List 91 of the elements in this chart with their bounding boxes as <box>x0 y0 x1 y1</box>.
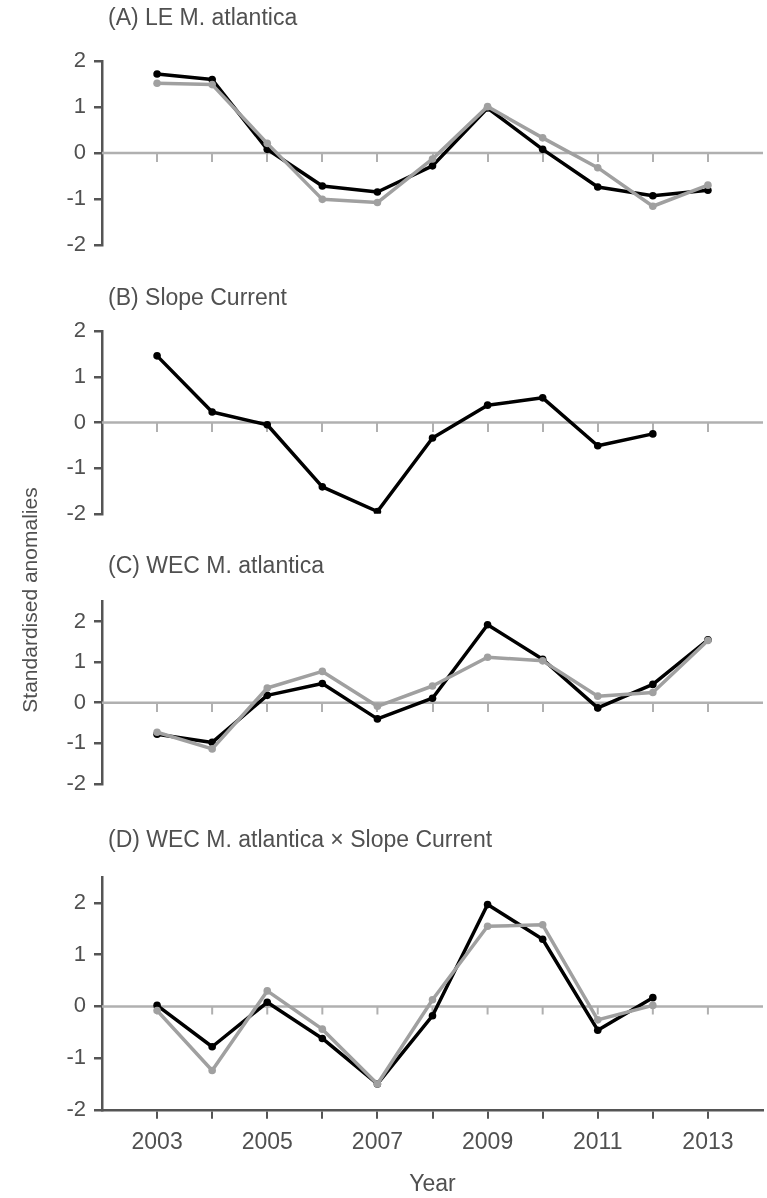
point <box>153 352 161 360</box>
x-axis-title: Year <box>409 1169 457 1196</box>
y-tick-label: 0 <box>73 139 86 165</box>
y-tick-label: -2 <box>66 1095 86 1121</box>
chart-title: (B) Slope Current <box>108 284 287 311</box>
point <box>263 998 272 1007</box>
x-tick-label: 2003 <box>131 1127 183 1154</box>
point <box>649 680 657 689</box>
point <box>318 195 327 204</box>
point <box>318 483 327 491</box>
point <box>538 935 547 944</box>
y-axis-title: Standardised anomalies <box>18 487 42 713</box>
point <box>208 745 216 753</box>
point <box>483 401 492 409</box>
y-tick-label: 1 <box>73 93 86 119</box>
point <box>263 420 272 429</box>
point <box>373 715 382 723</box>
point <box>483 922 492 931</box>
x-tick-label: 2005 <box>241 1127 293 1154</box>
point <box>208 80 216 89</box>
point <box>593 692 602 700</box>
point <box>538 394 547 402</box>
y-tick-label: 1 <box>73 940 86 966</box>
point <box>593 1026 602 1034</box>
point <box>318 679 327 688</box>
point <box>649 430 657 438</box>
point <box>263 139 272 148</box>
point <box>593 1016 602 1024</box>
y-tick-label: 0 <box>73 992 86 1018</box>
point <box>538 134 547 142</box>
point <box>649 191 657 200</box>
point <box>428 694 437 702</box>
point <box>428 1011 437 1020</box>
y-tick-label: 0 <box>73 408 86 434</box>
point <box>208 1066 216 1075</box>
chart-title: (D) WEC M. atlantica × Slope Current <box>108 826 493 853</box>
y-tick-label: 2 <box>73 317 86 343</box>
point <box>428 995 437 1004</box>
chart-title: (A) LE M. atlantica <box>108 4 298 31</box>
y-tick-label: -1 <box>66 454 86 480</box>
y-tick-label: -1 <box>66 1044 86 1070</box>
y-tick-label: 2 <box>73 607 86 633</box>
point <box>318 182 327 190</box>
y-tick-label: 2 <box>73 889 86 915</box>
y-tick-label: 1 <box>73 648 86 674</box>
point <box>649 688 657 697</box>
chart-title: (C) WEC M. atlantica <box>108 552 324 579</box>
x-tick-label: 2013 <box>682 1127 734 1154</box>
point <box>593 163 602 172</box>
point <box>373 198 382 207</box>
point <box>153 79 161 88</box>
point <box>263 987 272 995</box>
point <box>593 183 602 191</box>
y-tick-label: 1 <box>73 362 86 388</box>
y-tick-label: -1 <box>66 184 86 210</box>
point <box>263 691 272 700</box>
point <box>208 408 216 416</box>
x-tick-label: 2009 <box>462 1127 514 1154</box>
y-tick-label: -2 <box>66 499 86 525</box>
point <box>373 507 382 514</box>
point <box>428 162 437 170</box>
point <box>318 667 327 676</box>
point <box>483 653 492 661</box>
point <box>153 70 161 78</box>
y-tick-label: -2 <box>66 230 86 256</box>
point <box>593 704 602 712</box>
point <box>318 1025 327 1033</box>
point <box>373 702 382 711</box>
point <box>428 682 437 690</box>
x-tick-label: 2007 <box>351 1127 403 1154</box>
point <box>649 993 657 1002</box>
point <box>704 181 712 189</box>
y-tick-label: 2 <box>73 47 86 73</box>
point <box>428 155 437 163</box>
point <box>649 202 657 211</box>
x-tick-label: 2011 <box>573 1127 623 1154</box>
y-tick-label: -2 <box>66 769 86 795</box>
point <box>153 1006 161 1015</box>
point <box>649 1001 657 1010</box>
y-tick-label: -1 <box>66 729 86 755</box>
point <box>428 434 437 442</box>
y-tick-label: 0 <box>73 688 86 714</box>
point <box>593 441 602 450</box>
point <box>538 145 547 154</box>
point <box>263 684 272 692</box>
point <box>483 900 492 909</box>
point <box>318 1034 327 1043</box>
point <box>483 620 492 629</box>
point <box>373 188 382 196</box>
point <box>538 920 547 929</box>
point <box>208 1042 216 1051</box>
